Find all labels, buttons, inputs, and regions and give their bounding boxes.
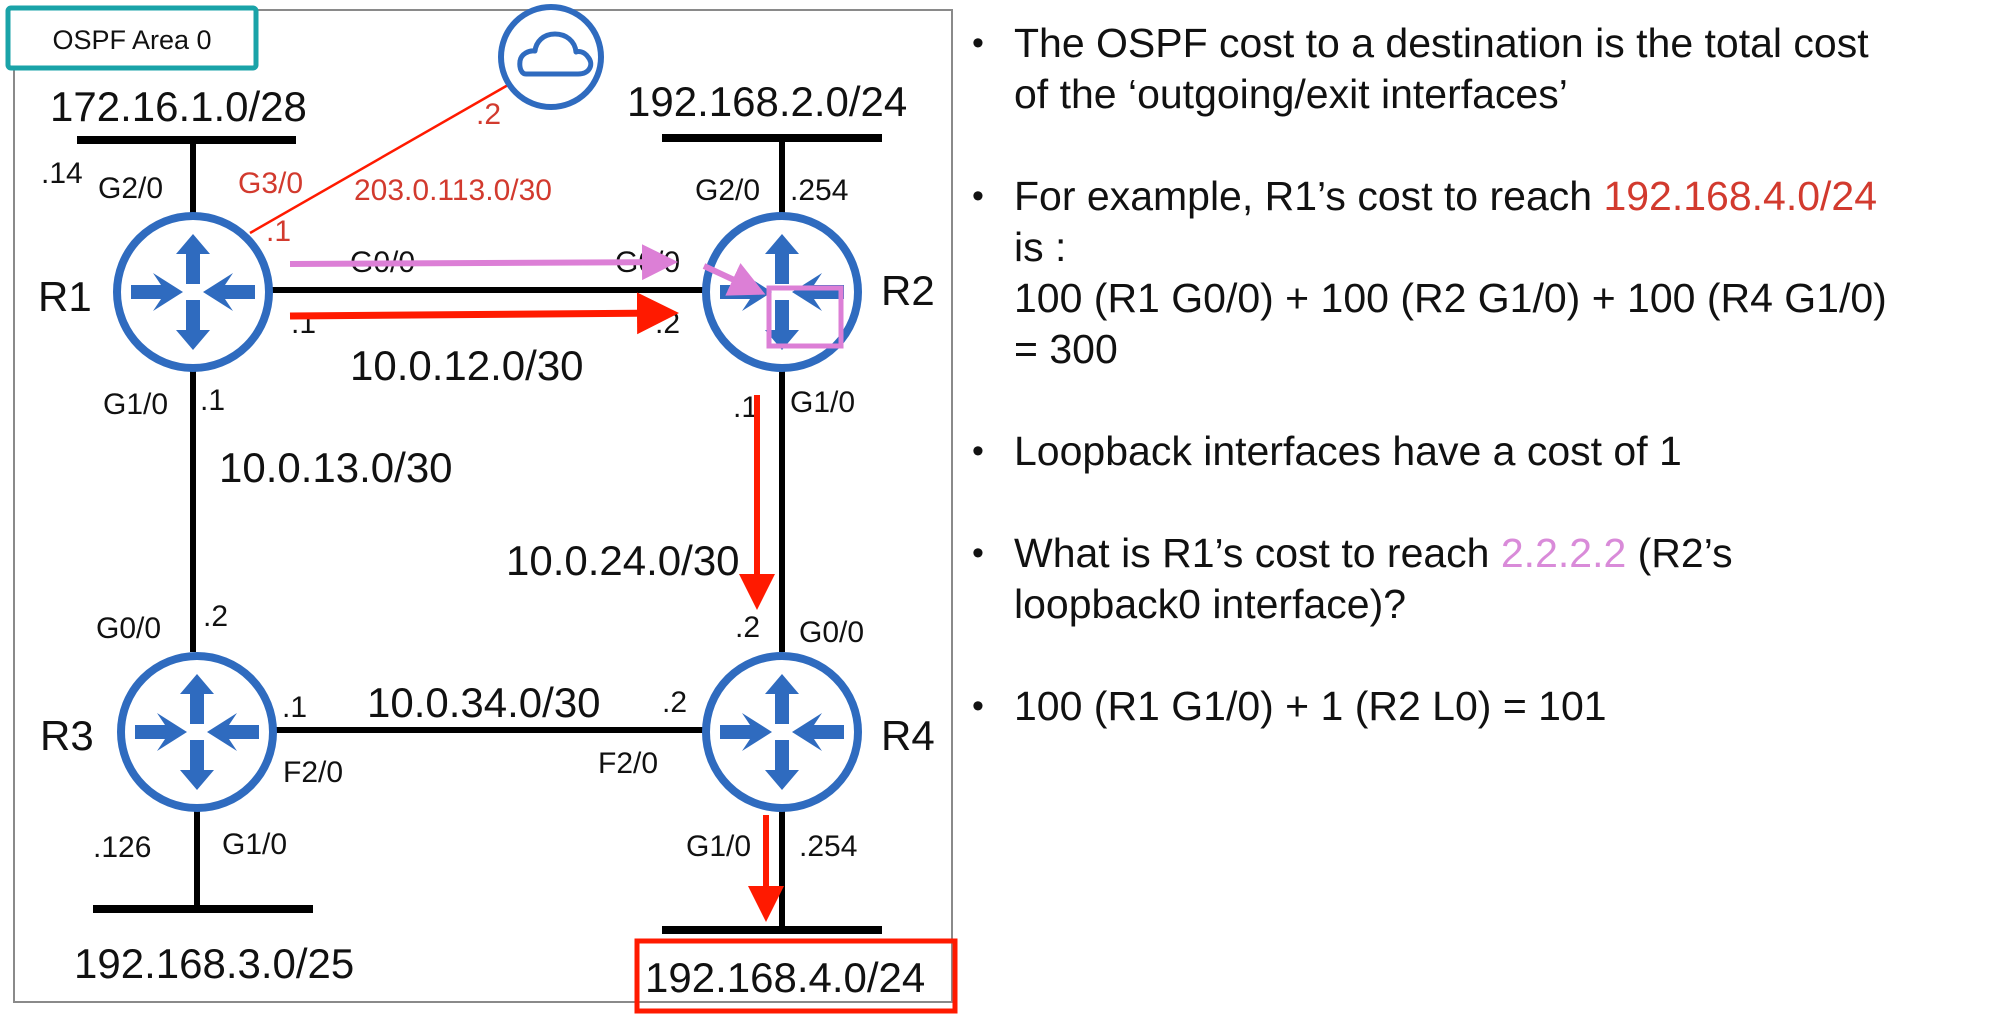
- internet-link: [249, 83, 509, 235]
- interface-name-label: G0/0: [96, 612, 161, 645]
- router-label-r4: R4: [881, 712, 935, 759]
- interface-ip-label: .1: [733, 391, 758, 424]
- destination-highlight-box: [634, 938, 958, 1014]
- loopback-address-highlight: 2.2.2.2: [1500, 530, 1627, 576]
- area-label: OSPF Area 0: [52, 25, 211, 55]
- interface-name-label: G1/0: [222, 828, 287, 861]
- interface-name-label: G2/0: [695, 174, 760, 207]
- router-r1-icon[interactable]: [113, 212, 273, 372]
- path-arrow-r1-to-r2: [289, 292, 679, 335]
- note-bullet-1: • The OSPF cost to a destination is the …: [968, 18, 1998, 120]
- destination-network-highlight: 192.168.4.0/24: [1603, 173, 1878, 219]
- interface-name-label: G1/0: [686, 830, 751, 863]
- link-network-label: 10.0.13.0/30: [219, 444, 453, 491]
- loopback-interface-box: [766, 285, 844, 349]
- interface-name-label: F2/0: [598, 747, 658, 780]
- interface-name-label: F2/0: [283, 756, 343, 789]
- interface-name-label: G1/0: [103, 388, 168, 421]
- interface-ip-label: .1: [200, 384, 225, 417]
- note-text: The OSPF cost to a destination is the to…: [1014, 20, 1869, 66]
- interface-ip-label: .254: [790, 174, 848, 207]
- interface-ip-label: .2: [662, 686, 687, 719]
- interface-ip-label: .14: [41, 157, 83, 190]
- diagram-frame: [13, 9, 953, 1003]
- area-label-box: [5, 5, 259, 71]
- router-label-r2: R2: [881, 267, 935, 314]
- note-text: What is R1’s cost to reach: [1014, 530, 1501, 576]
- note-bullet-5: • 100 (R1 G1/0) + 1 (R2 L0) = 101: [968, 681, 1998, 732]
- interface-ip-label: .2: [476, 98, 501, 131]
- loopback-path-arrow-into-r2: [702, 263, 766, 296]
- internet-cloud-icon: [498, 4, 604, 110]
- bullet-dot: •: [972, 177, 984, 215]
- interface-ip-label: .2: [203, 600, 228, 633]
- note-line: What is R1’s cost to reach 2.2.2.2 (R2’s: [1014, 528, 1998, 579]
- internet-network-label: 203.0.113.0/30: [354, 174, 552, 207]
- bullet-dot: •: [972, 534, 984, 572]
- lan-network-label: 192.168.2.0/24: [627, 78, 907, 125]
- lan-network-label: 192.168.3.0/25: [74, 940, 354, 987]
- note-text: of the ‘outgoing/exit interfaces’: [1014, 71, 1568, 117]
- cost-formula: 100 (R1 G0/0) + 100 (R2 G1/0) + 100 (R4 …: [1014, 275, 1887, 321]
- interface-ip-label: .1: [291, 307, 316, 340]
- bullet-dot: •: [972, 432, 984, 470]
- notes-panel: • The OSPF cost to a destination is the …: [968, 18, 1998, 783]
- interface-ip-label: .254: [799, 830, 857, 863]
- link-network-label: 10.0.24.0/30: [506, 537, 740, 584]
- bullet-dot: •: [972, 687, 984, 725]
- router-r4-icon[interactable]: [702, 652, 862, 812]
- bullet-dot: •: [972, 24, 984, 62]
- note-text: For example, R1’s cost to reach: [1014, 173, 1604, 219]
- interface-ip-label: .126: [93, 831, 151, 864]
- note-text: Loopback interfaces have a cost of 1: [1014, 428, 1682, 474]
- router-label-r3: R3: [40, 712, 94, 759]
- cost-result: = 300: [1014, 326, 1118, 372]
- note-bullet-2: • For example, R1’s cost to reach 192.16…: [968, 171, 1998, 375]
- cost-answer: 100 (R1 G1/0) + 1 (R2 L0) = 101: [1014, 683, 1607, 729]
- router-label-r1: R1: [38, 273, 92, 320]
- note-bullet-4: • What is R1’s cost to reach 2.2.2.2 (R2…: [968, 528, 1998, 630]
- link-network-label: 10.0.12.0/30: [350, 342, 584, 389]
- interface-name-label: G2/0: [98, 172, 163, 205]
- lan-network-label: 192.168.4.0/24: [645, 954, 925, 1001]
- interface-ip-label: .1: [282, 691, 307, 724]
- interface-ip-label: .2: [735, 611, 760, 644]
- note-text: loopback0 interface)?: [1014, 581, 1407, 627]
- router-r2-icon[interactable]: [702, 212, 862, 372]
- router-r3-icon[interactable]: [117, 652, 277, 812]
- note-text: (R2’s: [1626, 530, 1733, 576]
- note-text: is :: [1014, 224, 1067, 270]
- interface-ip-label: .1: [266, 215, 291, 248]
- interface-name-label: G0/0: [799, 616, 864, 649]
- loopback-path-arrow-r1-to-r2: [289, 244, 678, 281]
- note-bullet-3: • Loopback interfaces have a cost of 1: [968, 426, 1998, 477]
- interface-name-label: G3/0: [238, 167, 303, 200]
- note-line: For example, R1’s cost to reach 192.168.…: [1014, 171, 1998, 222]
- interface-name-label: G1/0: [790, 386, 855, 419]
- link-network-label: 10.0.34.0/30: [367, 679, 601, 726]
- lan-network-label: 172.16.1.0/28: [50, 83, 307, 130]
